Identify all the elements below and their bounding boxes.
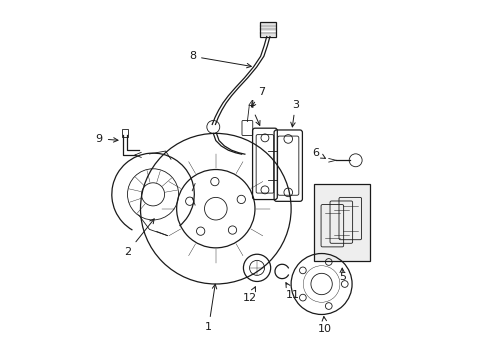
Bar [314,184,369,261]
Text: 12: 12 [243,287,256,303]
Text: 10: 10 [318,316,331,334]
Text: 7: 7 [251,87,264,107]
Bar [260,22,275,37]
Text: 8: 8 [188,51,251,68]
Text: 2: 2 [124,219,154,257]
Text: 4: 4 [246,100,260,125]
Text: 5: 5 [338,272,345,282]
Text: 6: 6 [312,148,325,158]
Text: 1: 1 [205,284,216,332]
Text: 11: 11 [285,283,299,300]
Text: 3: 3 [290,100,298,127]
Text: 9: 9 [96,134,118,144]
Bar [122,129,127,137]
